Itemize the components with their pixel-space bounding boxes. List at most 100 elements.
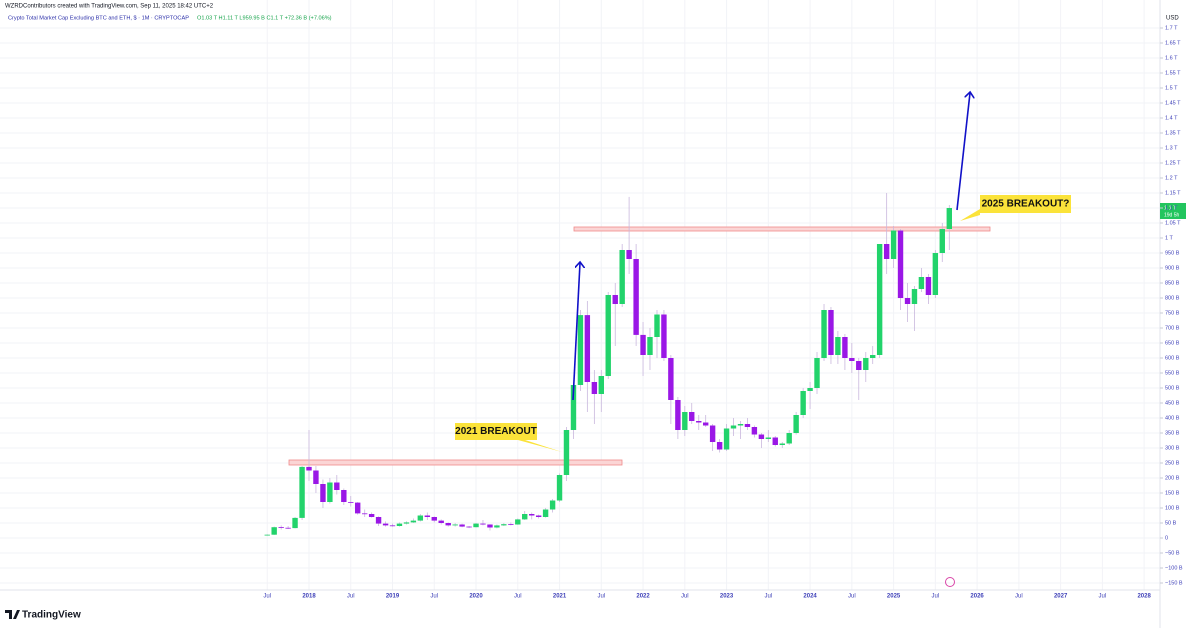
candle-body bbox=[570, 385, 577, 431]
y-tick-label: 850 B bbox=[1165, 280, 1180, 286]
candle-body bbox=[730, 425, 737, 429]
candles bbox=[264, 192, 952, 536]
y-tick-label: 1.5 T bbox=[1165, 85, 1178, 91]
candle-body bbox=[807, 388, 813, 392]
y-tick-label: 650 B bbox=[1165, 340, 1180, 346]
y-tick-label: 500 B bbox=[1165, 385, 1180, 391]
y-tick-label: 750 B bbox=[1165, 310, 1180, 316]
x-tick-label: Jul bbox=[597, 594, 605, 600]
candle-body bbox=[354, 502, 361, 514]
candle-body bbox=[264, 534, 270, 536]
y-tick-label: 1.2 T bbox=[1165, 175, 1178, 181]
candle-body bbox=[716, 442, 723, 450]
candle-body bbox=[605, 295, 611, 377]
annotation: 2025 BREAKOUT? bbox=[982, 199, 1070, 210]
y-tick-label: 1.55 T bbox=[1165, 70, 1181, 76]
candle-body bbox=[452, 524, 458, 526]
y-tick-label: 600 B bbox=[1165, 355, 1180, 361]
y-tick-label: 1.4 T bbox=[1165, 115, 1178, 121]
resistance-zone bbox=[573, 226, 991, 232]
logo: TradingView bbox=[5, 610, 81, 621]
candle-body bbox=[661, 314, 667, 359]
candle-body bbox=[549, 500, 556, 510]
candle-body bbox=[939, 228, 945, 253]
y-tick-label: 0 bbox=[1165, 535, 1168, 541]
annotation-callout bbox=[455, 423, 562, 452]
arrow bbox=[956, 93, 970, 211]
y-tick-label: 1.45 T bbox=[1165, 100, 1181, 106]
y-tick-label: 1.6 T bbox=[1165, 55, 1178, 61]
candle-body bbox=[424, 515, 431, 518]
candle-body bbox=[897, 230, 904, 298]
candle-body bbox=[737, 424, 744, 426]
candle-body bbox=[278, 527, 284, 529]
x-tick-label: 2021 bbox=[553, 594, 567, 600]
candle-body bbox=[647, 337, 653, 356]
candle-body bbox=[389, 525, 396, 527]
candle-body bbox=[640, 334, 646, 356]
candle-body bbox=[410, 520, 417, 523]
candle-body bbox=[800, 391, 806, 416]
candle-body bbox=[292, 517, 298, 529]
candle-body bbox=[598, 376, 604, 395]
candle-body bbox=[417, 515, 424, 521]
candle-body bbox=[375, 517, 382, 524]
x-tick-label: Jul bbox=[764, 594, 772, 600]
countdown: 19d 5h bbox=[1164, 212, 1180, 218]
candle-body bbox=[675, 400, 681, 431]
candle-body bbox=[758, 434, 765, 440]
candle-body bbox=[709, 425, 716, 443]
x-tick-label: 2028 bbox=[1137, 594, 1151, 600]
x-tick-label: 2022 bbox=[636, 594, 650, 600]
candle-body bbox=[702, 422, 709, 426]
candle-body bbox=[515, 519, 521, 525]
candle-body bbox=[487, 524, 493, 528]
x-tick-label: Jul bbox=[1099, 594, 1107, 600]
y-tick-label: 250 B bbox=[1165, 460, 1180, 466]
candle-body bbox=[382, 523, 389, 526]
candle-body bbox=[299, 466, 305, 518]
candle-body bbox=[946, 207, 952, 229]
candle-body bbox=[362, 513, 368, 515]
candle-body bbox=[925, 276, 932, 295]
candle-body bbox=[696, 421, 702, 423]
candle-body bbox=[918, 276, 925, 289]
candle-body bbox=[327, 482, 333, 503]
y-tick-label: 1.15 T bbox=[1165, 190, 1181, 196]
candle-body bbox=[842, 337, 848, 359]
last-price-box bbox=[1160, 203, 1186, 219]
candle-body bbox=[849, 358, 855, 362]
ohlc: O1.03 T H1.11 T L959.95 B C1.1 T +72.36 … bbox=[197, 15, 332, 21]
candle-body bbox=[341, 490, 347, 503]
candle-body bbox=[786, 433, 792, 444]
x-tick-label: Jul bbox=[681, 594, 689, 600]
candle-body bbox=[556, 475, 563, 501]
y-tick-label: 900 B bbox=[1165, 265, 1180, 271]
y-tick-label: 400 B bbox=[1165, 415, 1180, 421]
y-tick-label: −150 B bbox=[1165, 580, 1183, 586]
candle-body bbox=[870, 355, 876, 359]
event-icon[interactable] bbox=[945, 577, 955, 587]
candle-body bbox=[563, 430, 570, 476]
arrow bbox=[572, 263, 580, 401]
y-tick-label: 1.3 T bbox=[1165, 145, 1178, 151]
y-tick-label: 50 B bbox=[1165, 520, 1177, 526]
y-tick-label: 1.1 T bbox=[1165, 205, 1178, 211]
candle-body bbox=[508, 524, 514, 526]
candle-body bbox=[348, 502, 354, 503]
y-tick-label: 450 B bbox=[1165, 400, 1180, 406]
y-tick-label: 1.65 T bbox=[1165, 40, 1181, 46]
candle-body bbox=[828, 310, 834, 356]
candle-body bbox=[932, 252, 939, 295]
x-tick-label: Jul bbox=[848, 594, 856, 600]
candle-body bbox=[633, 258, 639, 335]
credit: WZRDContributors created with TradingVie… bbox=[5, 4, 214, 10]
candle-body bbox=[814, 358, 820, 389]
candle-body bbox=[403, 522, 410, 524]
x-tick-label: 2020 bbox=[469, 594, 483, 600]
candle-body bbox=[682, 412, 688, 431]
x-tick-label: Jul bbox=[263, 594, 271, 600]
candle-body bbox=[466, 526, 472, 528]
annotation-callout bbox=[960, 195, 1071, 221]
candle-body bbox=[529, 514, 535, 516]
